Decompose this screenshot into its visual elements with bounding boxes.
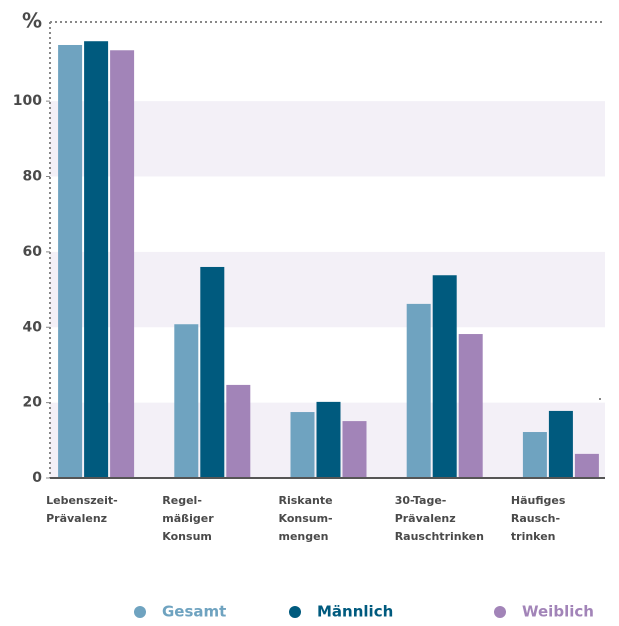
bar (548, 410, 573, 478)
grid-band (50, 251, 605, 328)
bar (174, 324, 199, 478)
y-tick-label: 100 (13, 93, 42, 109)
legend-item: Weiblich (494, 603, 594, 621)
x-tick-label: trinken (511, 530, 556, 543)
bar (342, 421, 367, 478)
x-tick-label: Konsum (162, 530, 212, 543)
legend-label: Gesamt (162, 603, 226, 621)
x-tick-label: mäßiger (162, 512, 214, 525)
grid-band (50, 101, 605, 177)
y-tick-label: 60 (23, 244, 43, 260)
legend-item: Gesamt (134, 603, 226, 621)
bar (110, 50, 135, 478)
x-tick-label: Häufiges (511, 494, 566, 507)
bar (290, 412, 315, 478)
bar (226, 384, 251, 478)
legend-label: Weiblich (522, 603, 594, 621)
bar (200, 266, 225, 478)
y-tick-label: 20 (23, 395, 43, 411)
x-tick-label: Prävalenz (46, 512, 107, 525)
y-tick-label: 40 (23, 319, 43, 335)
bar (522, 432, 547, 478)
legend-item: Männlich (289, 603, 393, 621)
y-tick-label: 0 (32, 470, 42, 486)
bar (406, 303, 431, 478)
x-tick-label: Rauschtrinken (395, 530, 484, 543)
bar (432, 275, 457, 478)
x-tick-label: 30-Tage- (395, 494, 447, 507)
x-tick-label: Lebenszeit- (46, 494, 118, 507)
x-tick-label: Riskante (279, 494, 333, 507)
bar (84, 41, 109, 478)
bar (58, 44, 83, 478)
x-tick-label: Prävalenz (395, 512, 456, 525)
bar (574, 453, 599, 478)
bar (316, 401, 341, 478)
y-axis-label: % (22, 9, 42, 33)
x-tick-label: Regel- (162, 494, 202, 507)
y-tick-label: 80 (23, 169, 43, 185)
x-tick-label: mengen (279, 530, 329, 543)
legend-marker (289, 606, 301, 618)
legend-label: Männlich (317, 603, 393, 621)
bar (458, 334, 483, 478)
legend-marker (134, 606, 146, 618)
legend-marker (494, 606, 506, 618)
x-tick-label: Rausch- (511, 512, 560, 525)
x-tick-label: Konsum- (279, 512, 333, 525)
